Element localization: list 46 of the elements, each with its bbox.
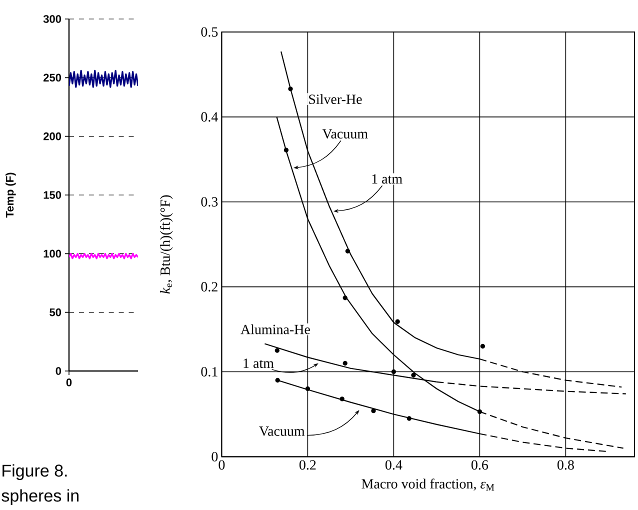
x-tick-label: 0.4 (385, 460, 402, 470)
line-series (69, 70, 138, 88)
caption: Figure 8. (2, 464, 67, 480)
point (477, 409, 482, 414)
point (284, 148, 289, 152)
point (274, 348, 280, 353)
point (340, 396, 344, 402)
x-tick-label: 0.2 (299, 460, 316, 470)
y-tick-label: 0 (56, 367, 62, 375)
annotation: 1 atm (244, 358, 274, 368)
y-tick-label: 100 (44, 250, 62, 258)
point (288, 86, 293, 92)
x-tick-label: 0.8 (557, 460, 574, 470)
annotation: Vacuum (259, 426, 305, 436)
y-tick-label: 0.4 (201, 112, 218, 122)
annotation: Vacuum (322, 129, 368, 139)
y-tick-label: 0 (212, 452, 218, 462)
y-axis-title: k$_{e}$, Btu/(h)(ft)(°F) (160, 195, 173, 294)
y-tick-label: 50 (50, 308, 62, 316)
annotation: Alumina-He (240, 324, 310, 334)
point (391, 369, 396, 374)
y-tick-label: 300 (43, 15, 62, 23)
annotation: 1 atm (372, 174, 402, 184)
y-tick-label: 150 (44, 191, 62, 199)
point (275, 378, 280, 383)
y-tick-label: 0.1 (201, 367, 218, 377)
x-axis-title: Macro void fraction, ε$_{M}$ (362, 478, 494, 491)
point (305, 386, 310, 392)
y-axis-title: Temp (F) (6, 172, 16, 218)
text: spheres in (2, 489, 78, 506)
point (371, 408, 376, 414)
point (342, 360, 348, 366)
y-tick-label: 0.5 (201, 27, 218, 37)
point (411, 372, 416, 378)
point (345, 248, 350, 254)
y-tick-label: 0.3 (201, 197, 218, 207)
y-tick-label: 0.2 (201, 282, 218, 292)
point (342, 296, 348, 300)
y-tick-label: 200 (44, 132, 62, 140)
point (406, 416, 412, 421)
point (480, 344, 486, 349)
y-tick-label: 250 (44, 74, 62, 82)
x-tick-label: 0 (218, 460, 225, 470)
annotation: Silver-He (309, 94, 362, 104)
x-tick-label: 0.6 (471, 460, 488, 470)
point (395, 319, 400, 324)
